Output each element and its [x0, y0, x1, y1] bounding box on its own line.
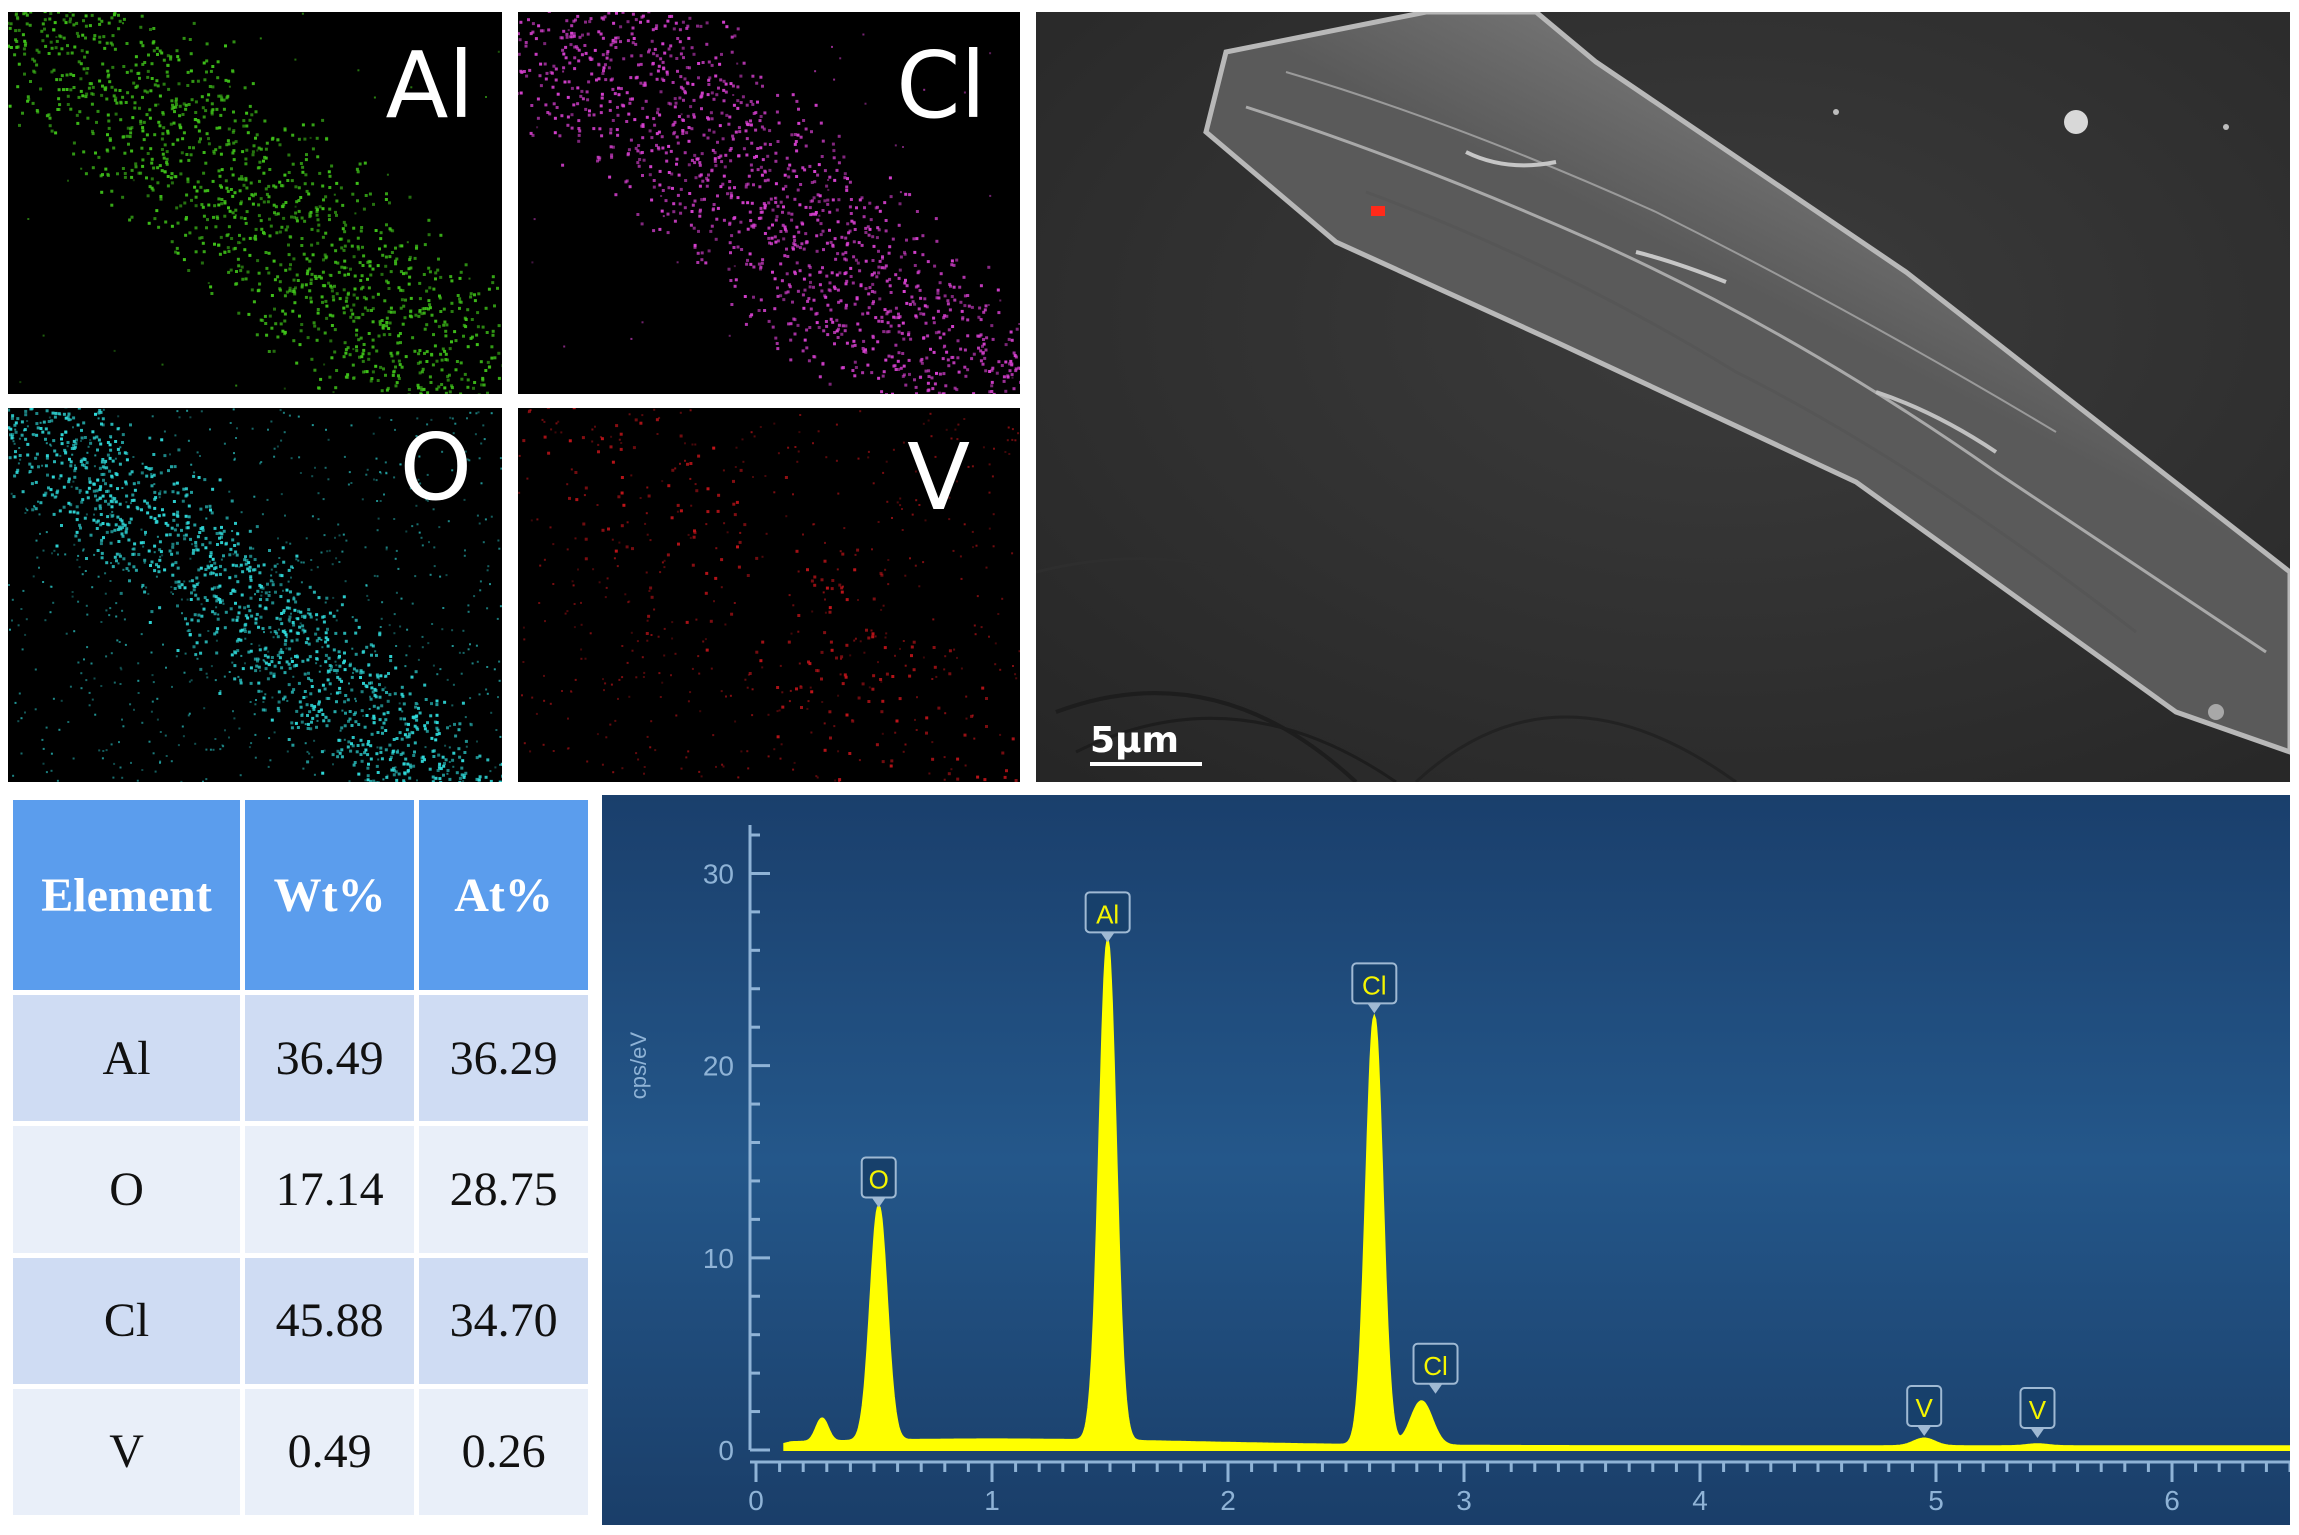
- y-tick-label: 10: [703, 1243, 734, 1274]
- peak-label-text: V: [1916, 1393, 1934, 1423]
- peak-label-v: V: [1906, 1385, 1943, 1436]
- cl-map-image: [518, 12, 1020, 394]
- header-at: At%: [419, 800, 588, 990]
- header-element: Element: [13, 800, 241, 990]
- eds-spectrum-chart: 0 10 20 30 cps/eV 0 1 2 3 4 5 6 O Al Cl Cl V V: [602, 795, 2290, 1525]
- scale-bar-label: 5μm: [1090, 720, 1180, 761]
- peak-label-text: Cl: [1423, 1351, 1448, 1381]
- o-map-image: [8, 408, 502, 782]
- sem-image: [1036, 12, 2290, 782]
- spectrum-area: [783, 940, 2290, 1451]
- cell-element: Cl: [13, 1257, 241, 1384]
- cell-at: 0.26: [419, 1388, 588, 1515]
- cell-element: O: [13, 1126, 241, 1253]
- v-map-image: [518, 408, 1020, 782]
- cell-wt: 0.49: [245, 1388, 415, 1515]
- y-tick-label: 20: [703, 1051, 734, 1082]
- peak-label-cl: Cl: [1412, 1342, 1459, 1394]
- x-tick-label: 4: [1692, 1485, 1708, 1516]
- scale-bar-line: [1090, 762, 1202, 766]
- cell-at: 34.70: [419, 1257, 588, 1384]
- sem-image-panel: 5μm: [1036, 12, 2290, 782]
- al-map-image: [8, 12, 502, 394]
- x-tick-label: 2: [1220, 1485, 1236, 1516]
- table-header-row: Element Wt% At%: [13, 800, 588, 990]
- peak-label-v: V: [2019, 1387, 2056, 1438]
- peak-label-text: Cl: [1362, 970, 1387, 1000]
- analysis-point-marker: [1371, 206, 1385, 216]
- peak-label-cl: Cl: [1351, 962, 1398, 1014]
- map-dots: [8, 12, 502, 394]
- eds-spectrum-panel: 0 10 20 30 cps/eV 0 1 2 3 4 5 6 O Al Cl Cl V V: [602, 795, 2290, 1525]
- x-tick-label: 6: [2164, 1485, 2180, 1516]
- cell-wt: 17.14: [245, 1126, 415, 1253]
- x-tick-label: 0: [748, 1485, 764, 1516]
- peak-label-al: Al: [1084, 891, 1131, 943]
- element-map-o: O: [8, 408, 502, 782]
- map-dots: [8, 408, 502, 782]
- y-axis-label: cps/eV: [626, 1032, 651, 1100]
- element-map-al: Al: [8, 12, 502, 394]
- cell-wt: 45.88: [245, 1257, 415, 1384]
- table-row: O 17.14 28.75: [13, 1126, 588, 1253]
- x-tick-label: 1: [984, 1485, 1000, 1516]
- table-row: Al 36.49 36.29: [13, 995, 588, 1122]
- cell-at: 28.75: [419, 1126, 588, 1253]
- table-row: V 0.49 0.26: [13, 1388, 588, 1515]
- y-tick-label: 30: [703, 858, 734, 889]
- table-row: Cl 45.88 34.70: [13, 1257, 588, 1384]
- cl-map-label: Cl: [896, 32, 986, 139]
- map-dots: [518, 12, 1020, 394]
- y-tick-label: 0: [718, 1435, 734, 1466]
- peak-label-text: V: [2029, 1395, 2047, 1425]
- element-map-v: V: [518, 408, 1020, 782]
- map-dots: [518, 408, 1020, 782]
- header-wt: Wt%: [245, 800, 415, 990]
- x-tick-label: 3: [1456, 1485, 1472, 1516]
- cell-element: Al: [13, 995, 241, 1122]
- o-map-label: O: [399, 414, 472, 521]
- v-map-label: V: [907, 424, 970, 531]
- peak-label-o: O: [860, 1156, 897, 1208]
- peak-label-text: O: [869, 1165, 889, 1195]
- al-map-label: Al: [385, 32, 475, 139]
- cell-at: 36.29: [419, 995, 588, 1122]
- element-map-cl: Cl: [518, 12, 1020, 394]
- cell-wt: 36.49: [245, 995, 415, 1122]
- cell-element: V: [13, 1388, 241, 1515]
- peak-label-text: Al: [1096, 899, 1119, 929]
- x-tick-label: 5: [1928, 1485, 1944, 1516]
- composition-table: Element Wt% At% Al 36.49 36.29 O 17.14 2…: [8, 795, 593, 1520]
